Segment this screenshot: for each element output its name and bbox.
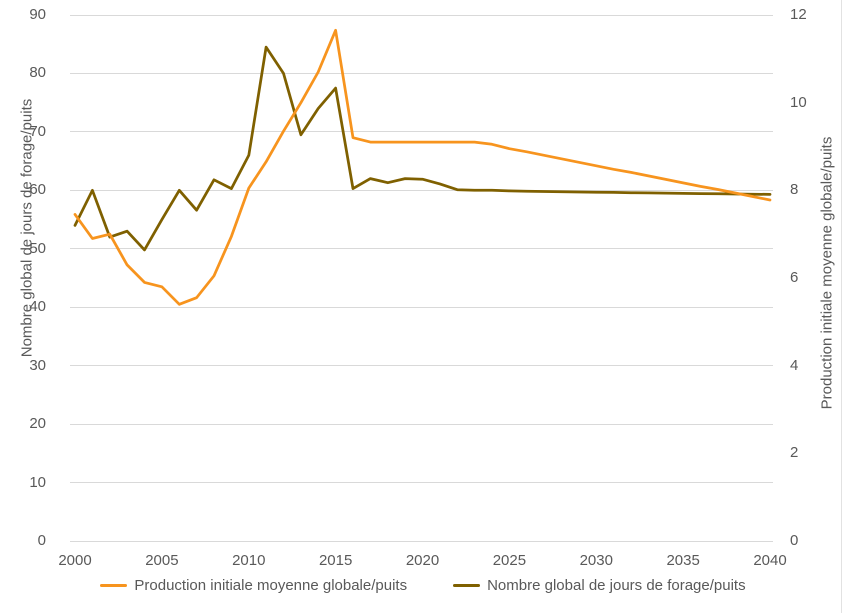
legend-label: Production initiale moyenne globale/puit… bbox=[134, 577, 408, 594]
legend-item-production-initiale: Production initiale moyenne globale/puit… bbox=[100, 577, 407, 594]
gridline bbox=[70, 248, 773, 250]
gridline bbox=[70, 423, 773, 425]
gridline bbox=[70, 540, 773, 542]
series-line-jours-forage bbox=[73, 45, 772, 252]
gridline bbox=[70, 482, 773, 484]
x-axis-tick-label: 2010 bbox=[232, 552, 266, 569]
right-axis-title: Production initiale moyenne globale/puit… bbox=[818, 136, 836, 410]
series-line-production-initiale bbox=[73, 28, 772, 306]
gridline bbox=[70, 72, 773, 74]
legend-label: Nombre global de jours de forage/puits bbox=[487, 577, 746, 594]
legend-swatch-dark-line bbox=[453, 584, 481, 587]
left-axis-tick-label: 90 bbox=[29, 6, 46, 24]
x-axis-tick-label: 2015 bbox=[318, 552, 353, 569]
right-axis-tick-label: 0 bbox=[790, 532, 799, 550]
right-axis-tick-label: 2 bbox=[790, 444, 799, 462]
left-axis-title: Nombre global de jours de forage/puits bbox=[18, 98, 36, 358]
right-axis-tick-label: 8 bbox=[790, 181, 799, 199]
left-axis-tick-label: 50 bbox=[29, 239, 46, 257]
x-axis-tick-label: 2000 bbox=[58, 552, 92, 569]
x-axis-tick-label: 2035 bbox=[666, 552, 700, 569]
x-axis-tick-label: 2020 bbox=[405, 552, 440, 569]
right-axis-tick-label: 10 bbox=[790, 93, 807, 111]
left-axis-tick-label: 20 bbox=[29, 415, 46, 433]
legend-item-jours-forage: Nombre global de jours de forage/puits bbox=[453, 577, 746, 594]
right-axis-tick-label: 12 bbox=[790, 6, 807, 24]
left-axis-tick-label: 70 bbox=[29, 123, 46, 141]
right-axis-tick-label: 4 bbox=[790, 356, 799, 374]
left-axis-tick-label: 80 bbox=[29, 64, 46, 82]
x-axis-tick-label: 2030 bbox=[579, 552, 613, 569]
left-axis-tick-label: 0 bbox=[37, 532, 46, 550]
left-axis-tick-label: 30 bbox=[29, 356, 46, 374]
x-axis-tick-label: 2025 bbox=[492, 552, 527, 569]
legend: Production initiale moyenne globale/puit… bbox=[0, 577, 846, 594]
chart-right-edge bbox=[841, 0, 842, 613]
gridline bbox=[70, 189, 773, 191]
legend-swatch-orange-line bbox=[100, 584, 128, 587]
x-axis-tick-label: 2005 bbox=[145, 552, 179, 569]
gridline bbox=[70, 131, 773, 133]
left-axis-tick-label: 10 bbox=[29, 473, 46, 491]
gridline bbox=[70, 365, 773, 367]
x-axis-tick-label: 2040 bbox=[753, 552, 787, 569]
gridline bbox=[70, 14, 773, 16]
right-axis-tick-label: 6 bbox=[790, 269, 799, 287]
left-axis-tick-label: 40 bbox=[29, 298, 46, 316]
gridline bbox=[70, 306, 773, 308]
plot-area bbox=[73, 28, 772, 306]
left-axis-tick-label: 60 bbox=[29, 181, 46, 199]
